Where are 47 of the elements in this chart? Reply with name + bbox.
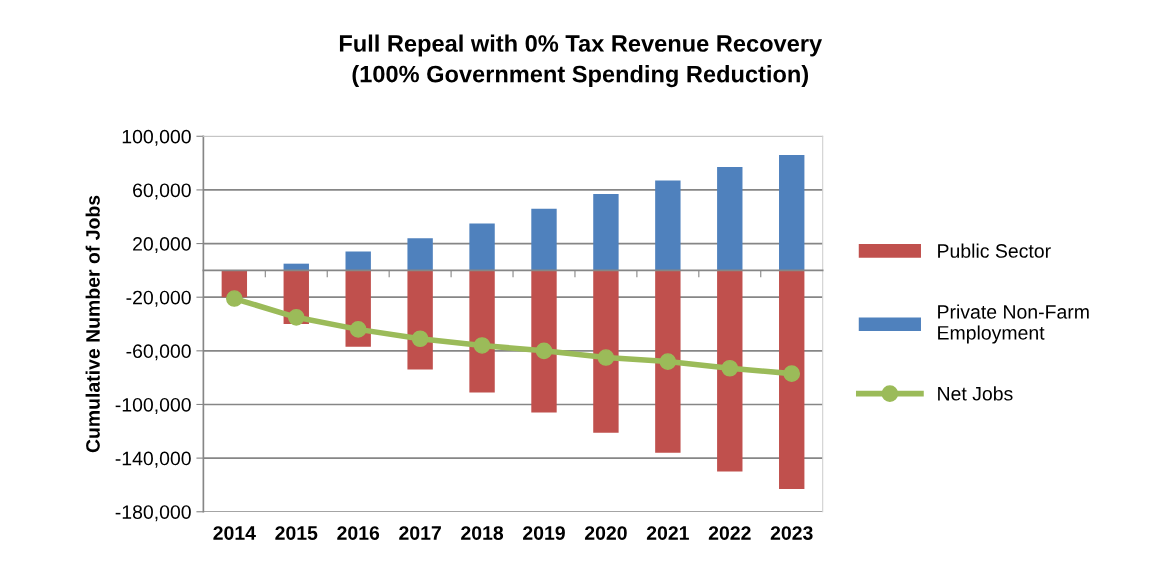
y-axis-title: Cumulative Number of Jobs xyxy=(85,195,100,453)
x-tick-label: 2019 xyxy=(523,526,565,540)
x-tick-label: 2014 xyxy=(213,526,256,540)
point xyxy=(411,330,429,348)
point xyxy=(349,321,367,338)
point xyxy=(287,308,305,326)
bar xyxy=(407,238,433,271)
bar xyxy=(717,270,743,472)
x-tick-label: 2022 xyxy=(708,526,751,540)
bar xyxy=(655,180,681,271)
legend-label: Private Non-Farm Employment xyxy=(938,304,1089,344)
y-tick-label: 100,000 xyxy=(122,129,191,146)
chart-title: Full Repeal with 0% Tax Revenue Recovery (100% Government Spending Reduction) xyxy=(339,34,823,88)
point xyxy=(535,342,553,360)
legend-label: Net Jobs xyxy=(938,386,1013,401)
bar xyxy=(779,155,805,271)
x-tick-label: 2015 xyxy=(275,526,318,540)
y-tick-label: -180,000 xyxy=(115,505,191,522)
x-tick-label: 2017 xyxy=(399,526,441,540)
bar xyxy=(717,167,743,271)
y-tick-label: -140,000 xyxy=(115,451,191,468)
bar xyxy=(531,208,557,271)
x-tick-label: 2018 xyxy=(461,526,504,540)
x-tick-label: 2023 xyxy=(770,526,813,540)
bar xyxy=(345,251,371,271)
point xyxy=(783,365,801,382)
bar xyxy=(531,270,557,413)
point xyxy=(597,349,615,366)
point xyxy=(226,290,243,307)
bar xyxy=(655,270,681,453)
point xyxy=(721,359,739,377)
x-tick-label: 2016 xyxy=(337,526,380,540)
y-tick-label: 60,000 xyxy=(133,183,191,200)
y-tick-label: 20,000 xyxy=(133,237,191,254)
point xyxy=(473,337,491,354)
bar xyxy=(469,270,495,393)
bar xyxy=(593,193,619,271)
bar xyxy=(593,270,619,433)
y-tick-label: -20,000 xyxy=(126,290,191,307)
bar xyxy=(779,270,805,489)
legend-label: Public Sector xyxy=(938,243,1051,258)
bar xyxy=(469,223,495,271)
y-tick-label: -60,000 xyxy=(126,344,191,361)
x-tick-label: 2021 xyxy=(646,526,689,540)
x-tick-label: 2020 xyxy=(584,526,627,540)
point xyxy=(659,353,677,370)
y-tick-label: -100,000 xyxy=(115,397,191,415)
